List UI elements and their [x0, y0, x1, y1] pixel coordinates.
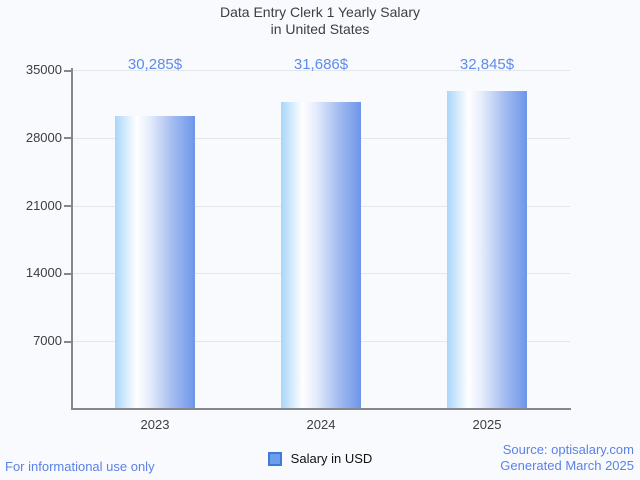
y-axis-tick [64, 272, 72, 275]
footer-generated: Generated March 2025 [500, 458, 634, 473]
x-tick-label: 2024 [306, 417, 336, 432]
y-axis-tick [64, 205, 72, 208]
y-tick-label: 28000 [25, 129, 62, 145]
footer-disclaimer: For informational use only [5, 459, 155, 474]
chart-title-line1: Data Entry Clerk 1 Yearly Salary [220, 4, 420, 20]
y-tick-label: 35000 [25, 62, 62, 77]
x-tick-label: 2025 [472, 417, 502, 432]
chart-title-line2: in United States [270, 21, 370, 37]
chart-title: Data Entry Clerk 1 Yearly Salary in Unit… [0, 4, 640, 38]
footer-source-block: Source: optisalary.com Generated March 2… [500, 442, 634, 474]
y-tick-label: 14000 [25, 265, 62, 281]
y-axis-line [71, 68, 73, 410]
value-label: 32,845$ [459, 56, 515, 73]
y-axis-tick [64, 340, 72, 343]
y-tick-label: 21000 [25, 197, 62, 213]
legend: Salary in USD [0, 451, 640, 466]
legend-swatch-icon [267, 451, 282, 466]
footer-source: Source: optisalary.com [502, 442, 634, 457]
y-axis-tick [64, 69, 72, 72]
y-axis-tick [64, 137, 72, 140]
bar [447, 90, 527, 409]
y-tick-label: 7000 [33, 333, 62, 349]
value-label: 31,686$ [293, 56, 349, 73]
bar [281, 102, 361, 409]
bar [115, 115, 195, 409]
x-tick-label: 2023 [140, 417, 170, 432]
legend-label: Salary in USD [290, 451, 373, 466]
x-axis-line [71, 408, 571, 410]
value-label: 30,285$ [127, 56, 183, 73]
gridline [73, 70, 570, 71]
